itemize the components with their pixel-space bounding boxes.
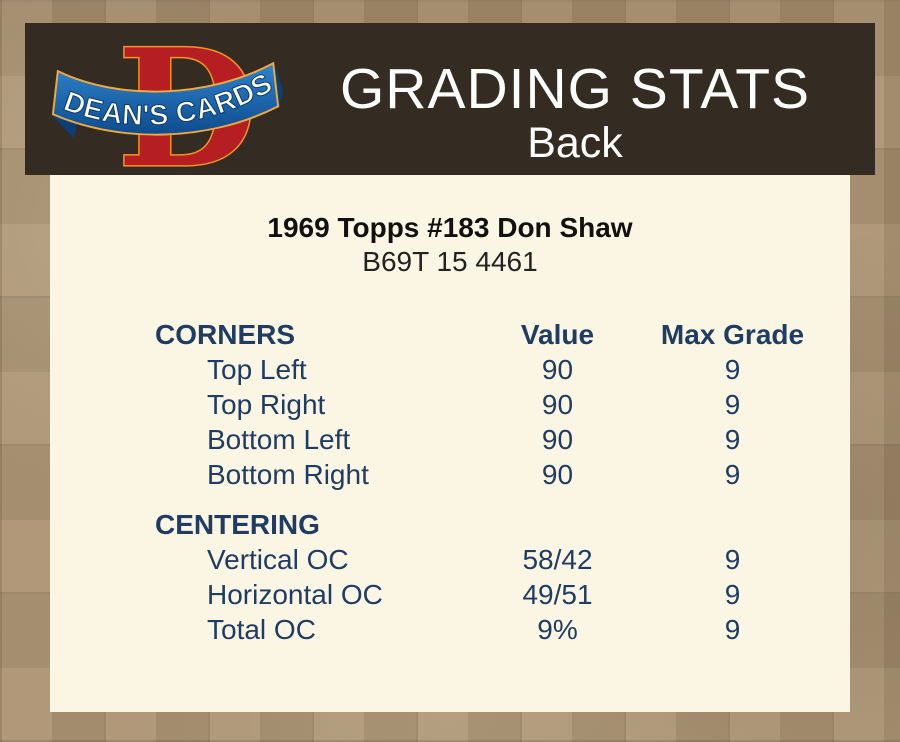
table-section-header-row: CORNERS Value Max Grade — [155, 317, 815, 352]
content-panel: 1969 Topps #183 Don Shaw B69T 15 4461 CO… — [50, 175, 850, 712]
table-row: Vertical OC 58/42 9 — [155, 542, 815, 577]
table-row: Bottom Left 90 9 — [155, 422, 815, 457]
row-value: 90 — [541, 389, 574, 420]
column-header-max-grade: Max Grade — [660, 319, 805, 350]
card-serial-number: B69T 15 4461 — [362, 246, 538, 277]
row-max-grade: 9 — [724, 354, 741, 385]
row-max-grade: 9 — [724, 424, 741, 455]
table-row: Bottom Right 90 9 — [155, 457, 815, 492]
page-title: GRADING STATS — [339, 57, 811, 121]
row-value: 90 — [541, 354, 574, 385]
table-row: Top Right 90 9 — [155, 387, 815, 422]
page-subtitle-back: Back — [527, 119, 623, 167]
table-section-header-row: CENTERING — [155, 507, 815, 542]
table-row: Total OC 9% 9 — [155, 612, 815, 647]
row-max-grade: 9 — [724, 614, 741, 645]
column-header-value: Value — [520, 319, 595, 350]
empty-cell — [455, 507, 660, 542]
table-row: Horizontal OC 49/51 9 — [155, 577, 815, 612]
row-label: Top Left — [207, 354, 307, 385]
row-value: 9% — [537, 614, 578, 645]
row-value: 58/42 — [522, 544, 593, 575]
row-value: 90 — [541, 424, 574, 455]
row-label: Vertical OC — [207, 544, 349, 575]
header-titles: GRADING STATS Back — [275, 23, 875, 175]
row-max-grade: 9 — [724, 544, 741, 575]
row-label: Bottom Left — [207, 424, 351, 455]
grading-table: CORNERS Value Max Grade Top Left 90 9 Top Righ… — [155, 317, 815, 647]
logo-ribbon — [51, 61, 280, 136]
section-name: CORNERS — [155, 319, 296, 350]
deans-cards-logo[interactable]: D DEAN'S CARDS — [50, 13, 285, 206]
row-value: 49/51 — [522, 579, 593, 610]
row-value: 90 — [541, 459, 574, 490]
section-name: CENTERING — [155, 509, 320, 540]
table-row: Top Left 90 9 — [155, 352, 815, 387]
row-label: Total OC — [207, 614, 316, 645]
row-max-grade: 9 — [724, 459, 741, 490]
card-title: 1969 Topps #183 Don Shaw — [267, 212, 633, 243]
row-max-grade: 9 — [724, 579, 741, 610]
row-label: Top Right — [207, 389, 326, 420]
deans-cards-logo-graphic: D DEAN'S CARDS — [51, 13, 284, 206]
row-max-grade: 9 — [724, 389, 741, 420]
empty-cell — [660, 507, 805, 542]
header-banner: D DEAN'S CARDS GRADING STATS Back — [25, 13, 875, 206]
row-label: Horizontal OC — [207, 579, 383, 610]
row-label: Bottom Right — [207, 459, 369, 490]
